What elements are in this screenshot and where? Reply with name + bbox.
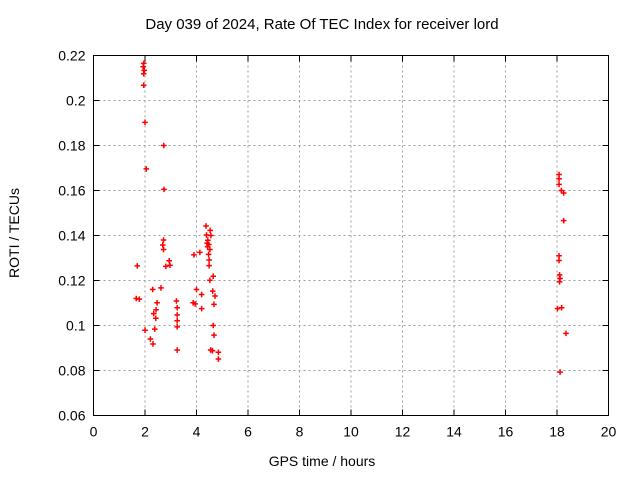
data-point-marker <box>558 304 565 311</box>
data-point-marker <box>193 286 200 293</box>
x-tick-label: 0 <box>90 424 98 440</box>
data-point-marker <box>211 332 217 338</box>
data-point-marker <box>205 251 212 258</box>
data-point-marker <box>211 301 217 308</box>
y-tick-label: 0.22 <box>58 48 85 64</box>
data-point-marker <box>142 119 148 126</box>
y-tick-label: 0.2 <box>66 93 86 109</box>
x-tick-label: 2 <box>141 424 149 440</box>
data-point-marker <box>174 324 180 330</box>
data-point-marker <box>136 296 143 302</box>
data-point-marker <box>166 257 173 264</box>
y-tick-label: 0.12 <box>58 273 85 289</box>
data-point-marker <box>191 252 197 258</box>
data-point-marker <box>174 312 180 318</box>
data-point-marker <box>556 279 563 285</box>
data-point-marker <box>173 298 180 304</box>
data-point-marker <box>150 341 156 347</box>
data-point-marker <box>160 237 167 243</box>
data-point-marker <box>150 310 157 317</box>
data-point-marker <box>140 82 147 88</box>
data-point-marker <box>160 246 167 253</box>
data-point-marker <box>560 190 567 196</box>
data-point-marker <box>140 70 147 77</box>
data-point-marker <box>147 336 154 342</box>
data-point-marker <box>206 257 212 263</box>
data-point-marker <box>134 263 141 269</box>
data-point-marker <box>153 306 159 313</box>
data-point-marker <box>158 285 164 291</box>
y-tick-label: 0.06 <box>58 408 85 424</box>
data-point-marker <box>197 249 203 256</box>
data-point-marker <box>160 142 167 149</box>
data-point-marker <box>205 237 211 244</box>
data-point-marker <box>161 186 167 193</box>
data-point-marker <box>203 223 209 229</box>
data-point-marker <box>215 349 222 356</box>
data-point-marker <box>154 299 160 306</box>
x-tick-label: 4 <box>193 424 201 440</box>
y-tick-label: 0.14 <box>58 228 85 244</box>
y-tick-label: 0.16 <box>58 183 85 199</box>
x-tick-label: 20 <box>601 424 617 440</box>
x-axis-label: GPS time / hours <box>268 453 376 469</box>
x-tick-label: 14 <box>446 424 462 440</box>
data-point-marker <box>140 63 146 70</box>
x-tick-label: 12 <box>395 424 411 440</box>
data-point-marker <box>198 291 205 298</box>
data-point-marker <box>209 288 216 294</box>
data-point-marker <box>174 304 180 311</box>
data-point-marker <box>556 252 562 259</box>
data-point-marker <box>198 305 205 312</box>
data-point-marker <box>215 356 222 362</box>
data-point-marker <box>210 273 217 280</box>
data-point-marker <box>560 217 567 224</box>
data-point-marker <box>174 347 180 353</box>
x-tick-label: 16 <box>498 424 514 440</box>
data-point-marker <box>556 181 562 188</box>
y-tick-label: 0.1 <box>66 318 86 334</box>
data-point-marker <box>149 286 156 293</box>
y-tick-label: 0.18 <box>58 138 85 154</box>
data-point-marker <box>207 246 213 253</box>
data-point-marker <box>207 227 213 234</box>
data-point-marker <box>556 176 562 182</box>
data-point-marker <box>208 232 214 239</box>
y-tick-label: 0.08 <box>58 363 85 379</box>
data-point-marker <box>192 301 199 307</box>
x-tick-label: 10 <box>343 424 359 440</box>
data-point-marker <box>207 277 213 284</box>
data-point-marker <box>174 317 180 324</box>
x-tick-label: 8 <box>296 424 304 440</box>
data-point-marker <box>210 322 217 329</box>
data-point-marker <box>143 166 150 172</box>
data-point-marker <box>563 330 569 337</box>
x-tick-label: 6 <box>244 424 252 440</box>
data-point-marker <box>151 326 158 332</box>
x-tick-label: 18 <box>549 424 565 440</box>
data-point-marker <box>167 262 173 268</box>
data-point-marker <box>556 257 562 264</box>
data-point-marker <box>163 263 169 270</box>
data-point-marker <box>209 347 216 354</box>
data-point-marker <box>557 369 563 375</box>
data-point-marker <box>206 262 212 269</box>
data-point-marker <box>212 293 218 299</box>
chart-title: Day 039 of 2024, Rate Of TEC Index for r… <box>145 16 499 33</box>
data-point-marker <box>142 327 148 334</box>
data-point-marker <box>159 242 166 248</box>
data-point-marker <box>554 305 561 312</box>
data-point-marker <box>153 315 159 322</box>
